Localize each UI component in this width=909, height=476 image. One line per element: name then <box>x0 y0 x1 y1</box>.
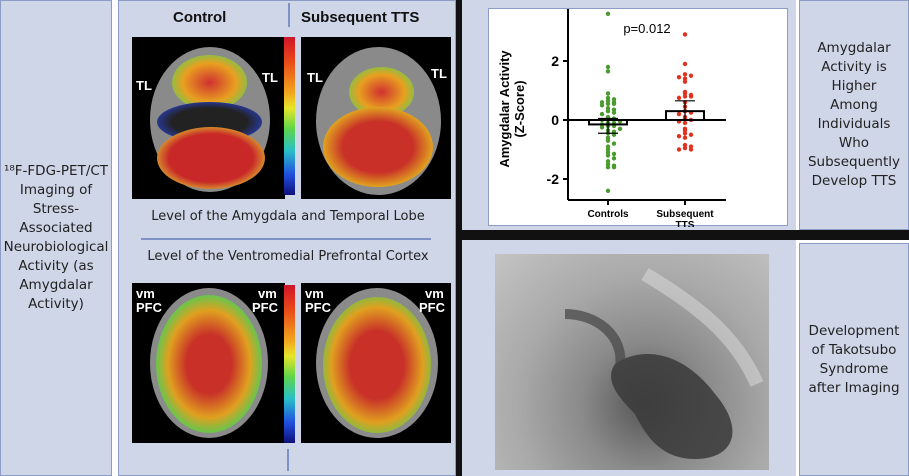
y-tick-label: 0 <box>551 112 559 128</box>
vm-label: vm <box>425 286 444 301</box>
data-point <box>599 125 605 130</box>
data-point <box>611 165 617 170</box>
tl-label: TL <box>136 78 152 93</box>
data-point <box>688 73 694 78</box>
horizontal-divider <box>456 230 909 240</box>
amygdala-level-caption: Level of the Amygdala and Temporal Lobe <box>151 209 425 224</box>
control-header: Control <box>173 9 227 26</box>
y-tick-label: 2 <box>551 53 559 69</box>
data-point <box>688 94 694 99</box>
x-tick-label: Subsequent <box>656 209 714 220</box>
data-point <box>682 79 688 84</box>
outcome-text: Development of Takotsubo Syndrome after … <box>808 322 900 396</box>
imaging-description: ¹⁸F-FDG-PET/CT Imaging of Stress-Associa… <box>3 163 109 312</box>
data-point <box>605 91 611 96</box>
data-point <box>682 120 688 126</box>
vm-label: vm <box>258 286 277 301</box>
data-point <box>676 95 682 101</box>
data-point <box>605 11 611 16</box>
pfc-label: PFC <box>136 300 162 315</box>
x-tick-label: Controls <box>587 209 629 220</box>
data-point <box>676 134 682 139</box>
data-point <box>611 156 617 161</box>
vm-label: vm <box>136 286 155 301</box>
data-point <box>676 111 682 117</box>
data-point <box>611 141 617 146</box>
data-point <box>611 151 617 157</box>
data-point <box>682 72 688 77</box>
amygdalar-activity-chart: -2 0 2 Amygdalar Activity(Z-Score) p=0.012 Co… <box>497 9 726 231</box>
tl-label: TL <box>307 70 323 85</box>
p-value-annotation: p=0.012 <box>623 21 670 36</box>
x-tick-label: TTS <box>676 220 695 227</box>
data-point <box>682 135 688 140</box>
data-point <box>605 138 611 143</box>
data-point <box>605 108 611 114</box>
data-point <box>599 111 605 117</box>
caption-divider <box>141 238 431 240</box>
pfc-label: PFC <box>252 300 278 315</box>
data-point <box>605 188 611 193</box>
bottom-divider <box>287 449 289 471</box>
control-amygdala-scan: TL TL <box>132 37 285 199</box>
y-tick-label: -2 <box>547 171 560 187</box>
chart-area: -2 0 2 Amygdalar Activity(Z-Score) p=0.012 Co… <box>488 8 788 231</box>
colorbar-bottom <box>284 285 295 443</box>
vmpfc-level-caption: Level of the Ventromedial Prefrontal Cor… <box>147 249 429 264</box>
tts-amygdala-scan: TL TL <box>301 37 451 199</box>
data-point <box>611 110 617 115</box>
data-point <box>682 32 688 37</box>
imaging-description-panel: ¹⁸F-FDG-PET/CT Imaging of Stress-Associa… <box>0 0 112 476</box>
data-point <box>688 147 694 152</box>
data-point <box>599 103 605 108</box>
data-point <box>676 147 682 152</box>
data-point <box>617 126 623 132</box>
data-point <box>611 101 617 106</box>
tl-label: TL <box>262 70 278 85</box>
outcome-panel: Development of Takotsubo Syndrome after … <box>799 243 909 476</box>
tts-header: Subsequent TTS <box>301 9 420 26</box>
header-divider <box>288 3 290 27</box>
data-point <box>605 64 611 70</box>
finding-text: Amygdalar Activity is Higher Among Indiv… <box>807 40 901 189</box>
data-point <box>605 153 611 158</box>
data-point <box>676 75 682 80</box>
pet-ct-panel: Control Subsequent TTS TL TL TL TL Level… <box>118 0 456 476</box>
tl-label: TL <box>431 66 447 81</box>
data-point <box>682 94 688 99</box>
y-axis-label: Amygdalar Activity(Z-Score) <box>497 50 527 168</box>
data-point <box>605 69 611 74</box>
data-point <box>688 132 694 137</box>
pfc-label: PFC <box>419 300 445 315</box>
data-point <box>682 61 688 67</box>
control-vmpfc-scan: vm PFC vm PFC <box>132 283 285 443</box>
vm-label: vm <box>305 286 324 301</box>
tts-vmpfc-scan: vm PFC vm PFC <box>301 283 451 443</box>
data-point <box>682 131 688 136</box>
colorbar-top <box>284 37 295 195</box>
finding-panel: Amygdalar Activity is Higher Among Indiv… <box>799 0 909 230</box>
data-point <box>605 165 611 170</box>
data-point <box>682 145 688 151</box>
left-ventriculogram-image <box>495 254 769 470</box>
pfc-label: PFC <box>305 300 331 315</box>
data-point <box>605 101 611 106</box>
